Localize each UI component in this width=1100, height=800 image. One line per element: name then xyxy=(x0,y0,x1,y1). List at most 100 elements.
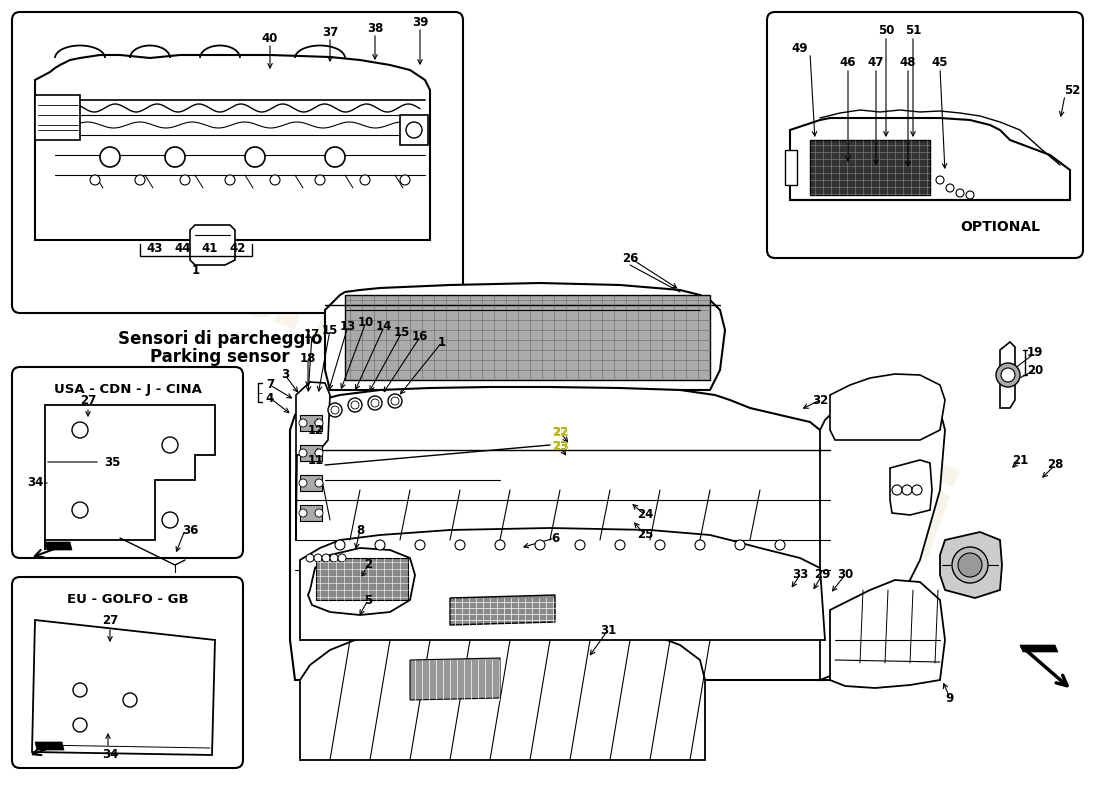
Text: 46: 46 xyxy=(839,55,856,69)
Polygon shape xyxy=(1000,342,1015,408)
Circle shape xyxy=(735,540,745,550)
Text: 13: 13 xyxy=(340,319,356,333)
Text: 27: 27 xyxy=(102,614,118,626)
Circle shape xyxy=(946,184,954,192)
Circle shape xyxy=(162,512,178,528)
Polygon shape xyxy=(450,595,556,625)
Circle shape xyxy=(90,175,100,185)
Polygon shape xyxy=(830,580,945,688)
Text: Sensori di parcheggio: Sensori di parcheggio xyxy=(118,330,322,348)
Text: 1: 1 xyxy=(438,335,447,349)
Circle shape xyxy=(165,147,185,167)
Circle shape xyxy=(388,394,401,408)
Circle shape xyxy=(695,540,705,550)
Text: 36: 36 xyxy=(182,523,198,537)
Text: 18: 18 xyxy=(300,351,316,365)
Polygon shape xyxy=(290,387,835,680)
Text: 15: 15 xyxy=(322,323,338,337)
Polygon shape xyxy=(820,393,945,680)
Text: 28: 28 xyxy=(1047,458,1064,471)
Circle shape xyxy=(535,540,544,550)
Text: 23: 23 xyxy=(552,441,568,454)
Circle shape xyxy=(351,401,359,409)
Text: 49: 49 xyxy=(792,42,808,54)
Text: 16: 16 xyxy=(411,330,428,343)
Circle shape xyxy=(348,398,362,412)
Text: 12: 12 xyxy=(308,423,324,437)
Polygon shape xyxy=(830,374,945,440)
Circle shape xyxy=(360,175,370,185)
Text: 23: 23 xyxy=(552,441,568,454)
Bar xyxy=(35,95,80,140)
Circle shape xyxy=(73,683,87,697)
Circle shape xyxy=(996,363,1020,387)
Circle shape xyxy=(270,175,280,185)
Polygon shape xyxy=(45,405,214,550)
Text: Parking sensor: Parking sensor xyxy=(151,348,289,366)
Polygon shape xyxy=(35,55,430,240)
Circle shape xyxy=(328,403,342,417)
Text: 25: 25 xyxy=(637,529,653,542)
Text: USA - CDN - J - CINA: USA - CDN - J - CINA xyxy=(54,383,202,396)
Circle shape xyxy=(958,553,982,577)
FancyBboxPatch shape xyxy=(767,12,1084,258)
Text: 29: 29 xyxy=(814,569,830,582)
Text: 19: 19 xyxy=(1026,346,1043,359)
Polygon shape xyxy=(35,742,64,750)
Text: Euroricambi: Euroricambi xyxy=(131,188,969,592)
Bar xyxy=(300,445,322,461)
Circle shape xyxy=(299,419,307,427)
Text: 9: 9 xyxy=(946,691,954,705)
Polygon shape xyxy=(410,658,500,700)
Circle shape xyxy=(324,147,345,167)
Polygon shape xyxy=(300,528,825,640)
Circle shape xyxy=(390,397,399,405)
Circle shape xyxy=(336,540,345,550)
Text: 31: 31 xyxy=(600,623,616,637)
Text: EU - GOLFO - GB: EU - GOLFO - GB xyxy=(67,593,189,606)
Text: OPTIONAL: OPTIONAL xyxy=(960,220,1040,234)
Text: 38: 38 xyxy=(366,22,383,34)
Circle shape xyxy=(375,540,385,550)
Polygon shape xyxy=(32,620,215,755)
Text: passion1985: passion1985 xyxy=(307,384,793,616)
Text: 10: 10 xyxy=(358,315,374,329)
Circle shape xyxy=(306,554,313,562)
Circle shape xyxy=(936,176,944,184)
Text: 48: 48 xyxy=(900,55,916,69)
Circle shape xyxy=(615,540,625,550)
FancyBboxPatch shape xyxy=(12,367,243,558)
Text: 50: 50 xyxy=(878,23,894,37)
Bar xyxy=(785,150,798,185)
Text: 44: 44 xyxy=(175,242,191,254)
Circle shape xyxy=(912,485,922,495)
Text: 34: 34 xyxy=(26,477,43,490)
Polygon shape xyxy=(190,225,235,265)
Circle shape xyxy=(315,449,323,457)
Text: 15: 15 xyxy=(394,326,410,338)
Circle shape xyxy=(892,485,902,495)
Text: 1: 1 xyxy=(191,263,200,277)
Polygon shape xyxy=(345,295,710,380)
Circle shape xyxy=(100,147,120,167)
Bar xyxy=(400,115,428,145)
Polygon shape xyxy=(324,283,725,390)
Circle shape xyxy=(1001,368,1015,382)
Text: 39: 39 xyxy=(411,15,428,29)
Circle shape xyxy=(322,554,330,562)
Circle shape xyxy=(371,399,380,407)
Polygon shape xyxy=(296,382,330,540)
Text: 20: 20 xyxy=(1027,363,1043,377)
Text: 26: 26 xyxy=(621,251,638,265)
Text: 41: 41 xyxy=(201,242,218,254)
Polygon shape xyxy=(308,548,415,615)
Circle shape xyxy=(72,422,88,438)
Circle shape xyxy=(902,485,912,495)
Text: 45: 45 xyxy=(932,55,948,69)
Circle shape xyxy=(315,509,323,517)
Text: 22: 22 xyxy=(552,426,568,438)
Circle shape xyxy=(956,189,964,197)
Circle shape xyxy=(315,419,323,427)
Circle shape xyxy=(315,479,323,487)
Text: 7: 7 xyxy=(266,378,274,391)
